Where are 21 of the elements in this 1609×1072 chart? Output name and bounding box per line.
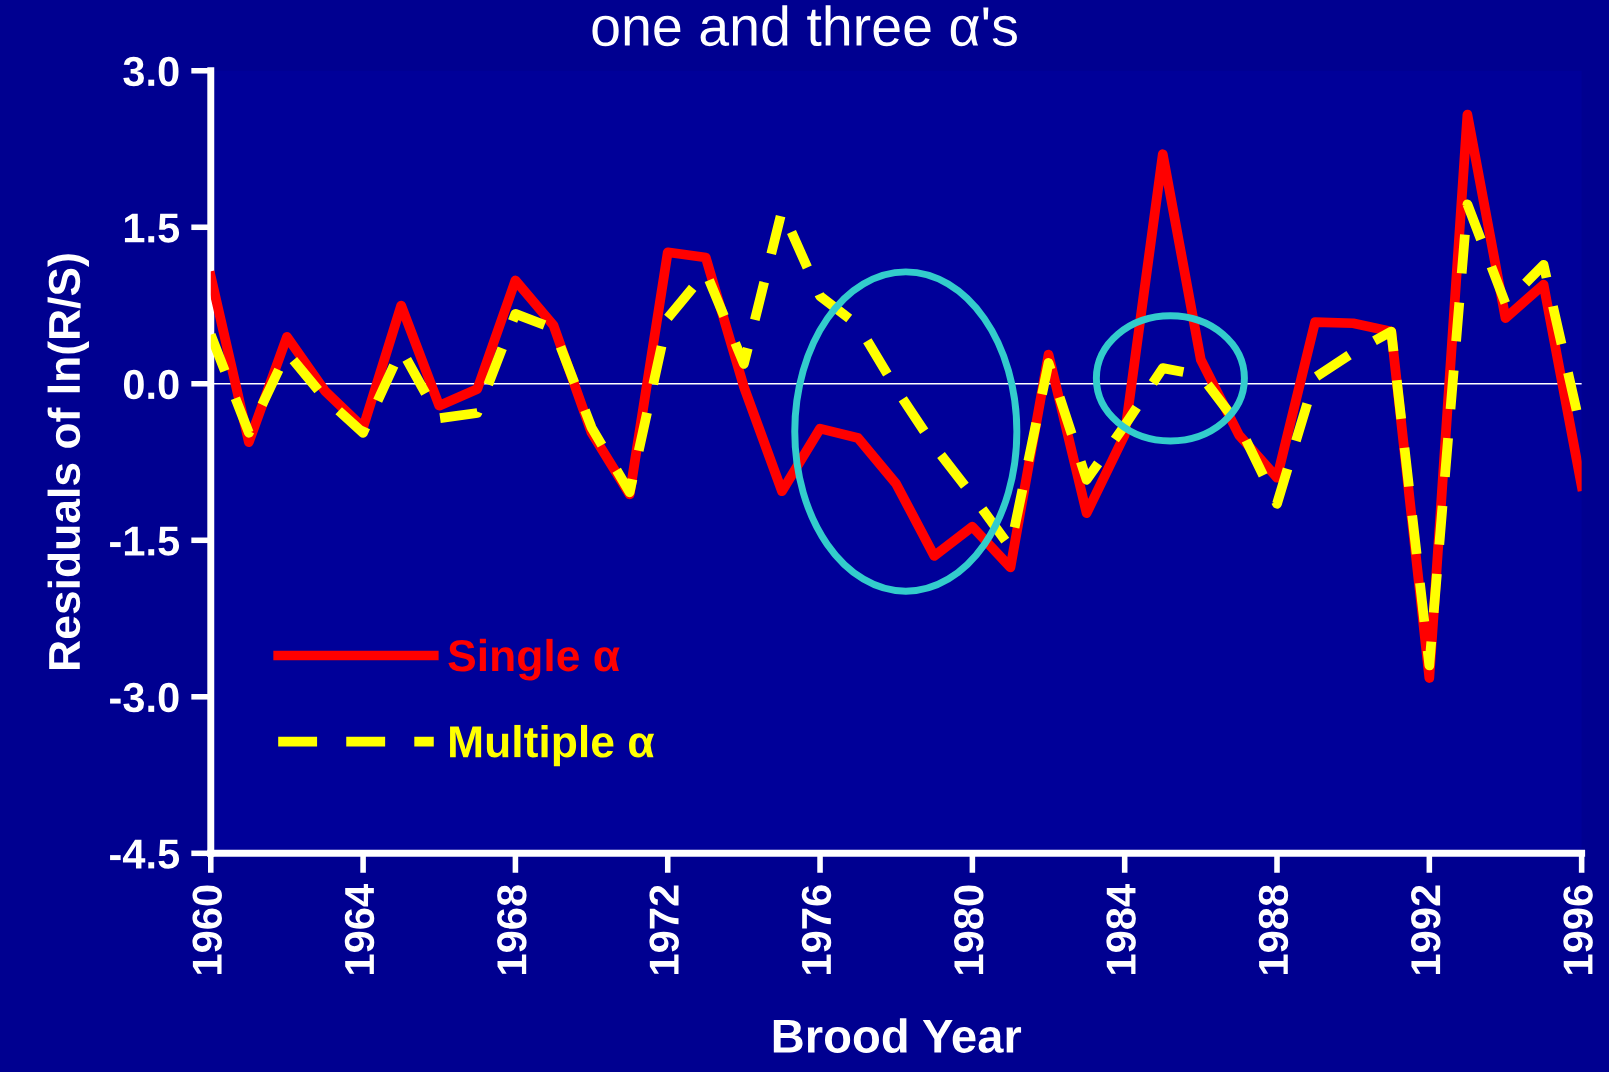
x-tick-label: 1988	[1258, 885, 1289, 974]
y-tick-label: -4.5	[110, 839, 180, 869]
x-axis-title: Brood Year	[773, 1018, 1022, 1053]
x-tick-label: 1984	[1106, 884, 1136, 974]
x-tick-label: 1972	[649, 885, 679, 974]
chart-title: one and three α's	[592, 5, 1017, 47]
x-tick-label: 1976	[801, 885, 832, 974]
x-tick-label: 1964	[344, 884, 375, 974]
legend-label: Multiple α	[450, 724, 655, 767]
x-tick-label: 1960	[192, 885, 222, 974]
y-tick-label: 3.0	[123, 56, 179, 87]
y-axis-title: Residuals of ln(R/S)	[47, 254, 89, 669]
y-tick-label: 1.5	[124, 213, 180, 243]
y-tick-label: 0.0	[123, 369, 179, 400]
y-tick-label: -3.0	[110, 682, 179, 713]
x-tick-label: 1992	[1411, 885, 1441, 974]
x-tick-label: 1996	[1563, 885, 1593, 974]
x-tick-label: 1980	[954, 885, 984, 974]
x-tick-label: 1968	[497, 885, 527, 974]
legend-label: Single α	[448, 638, 620, 681]
y-tick-label: -1.5	[110, 526, 180, 556]
